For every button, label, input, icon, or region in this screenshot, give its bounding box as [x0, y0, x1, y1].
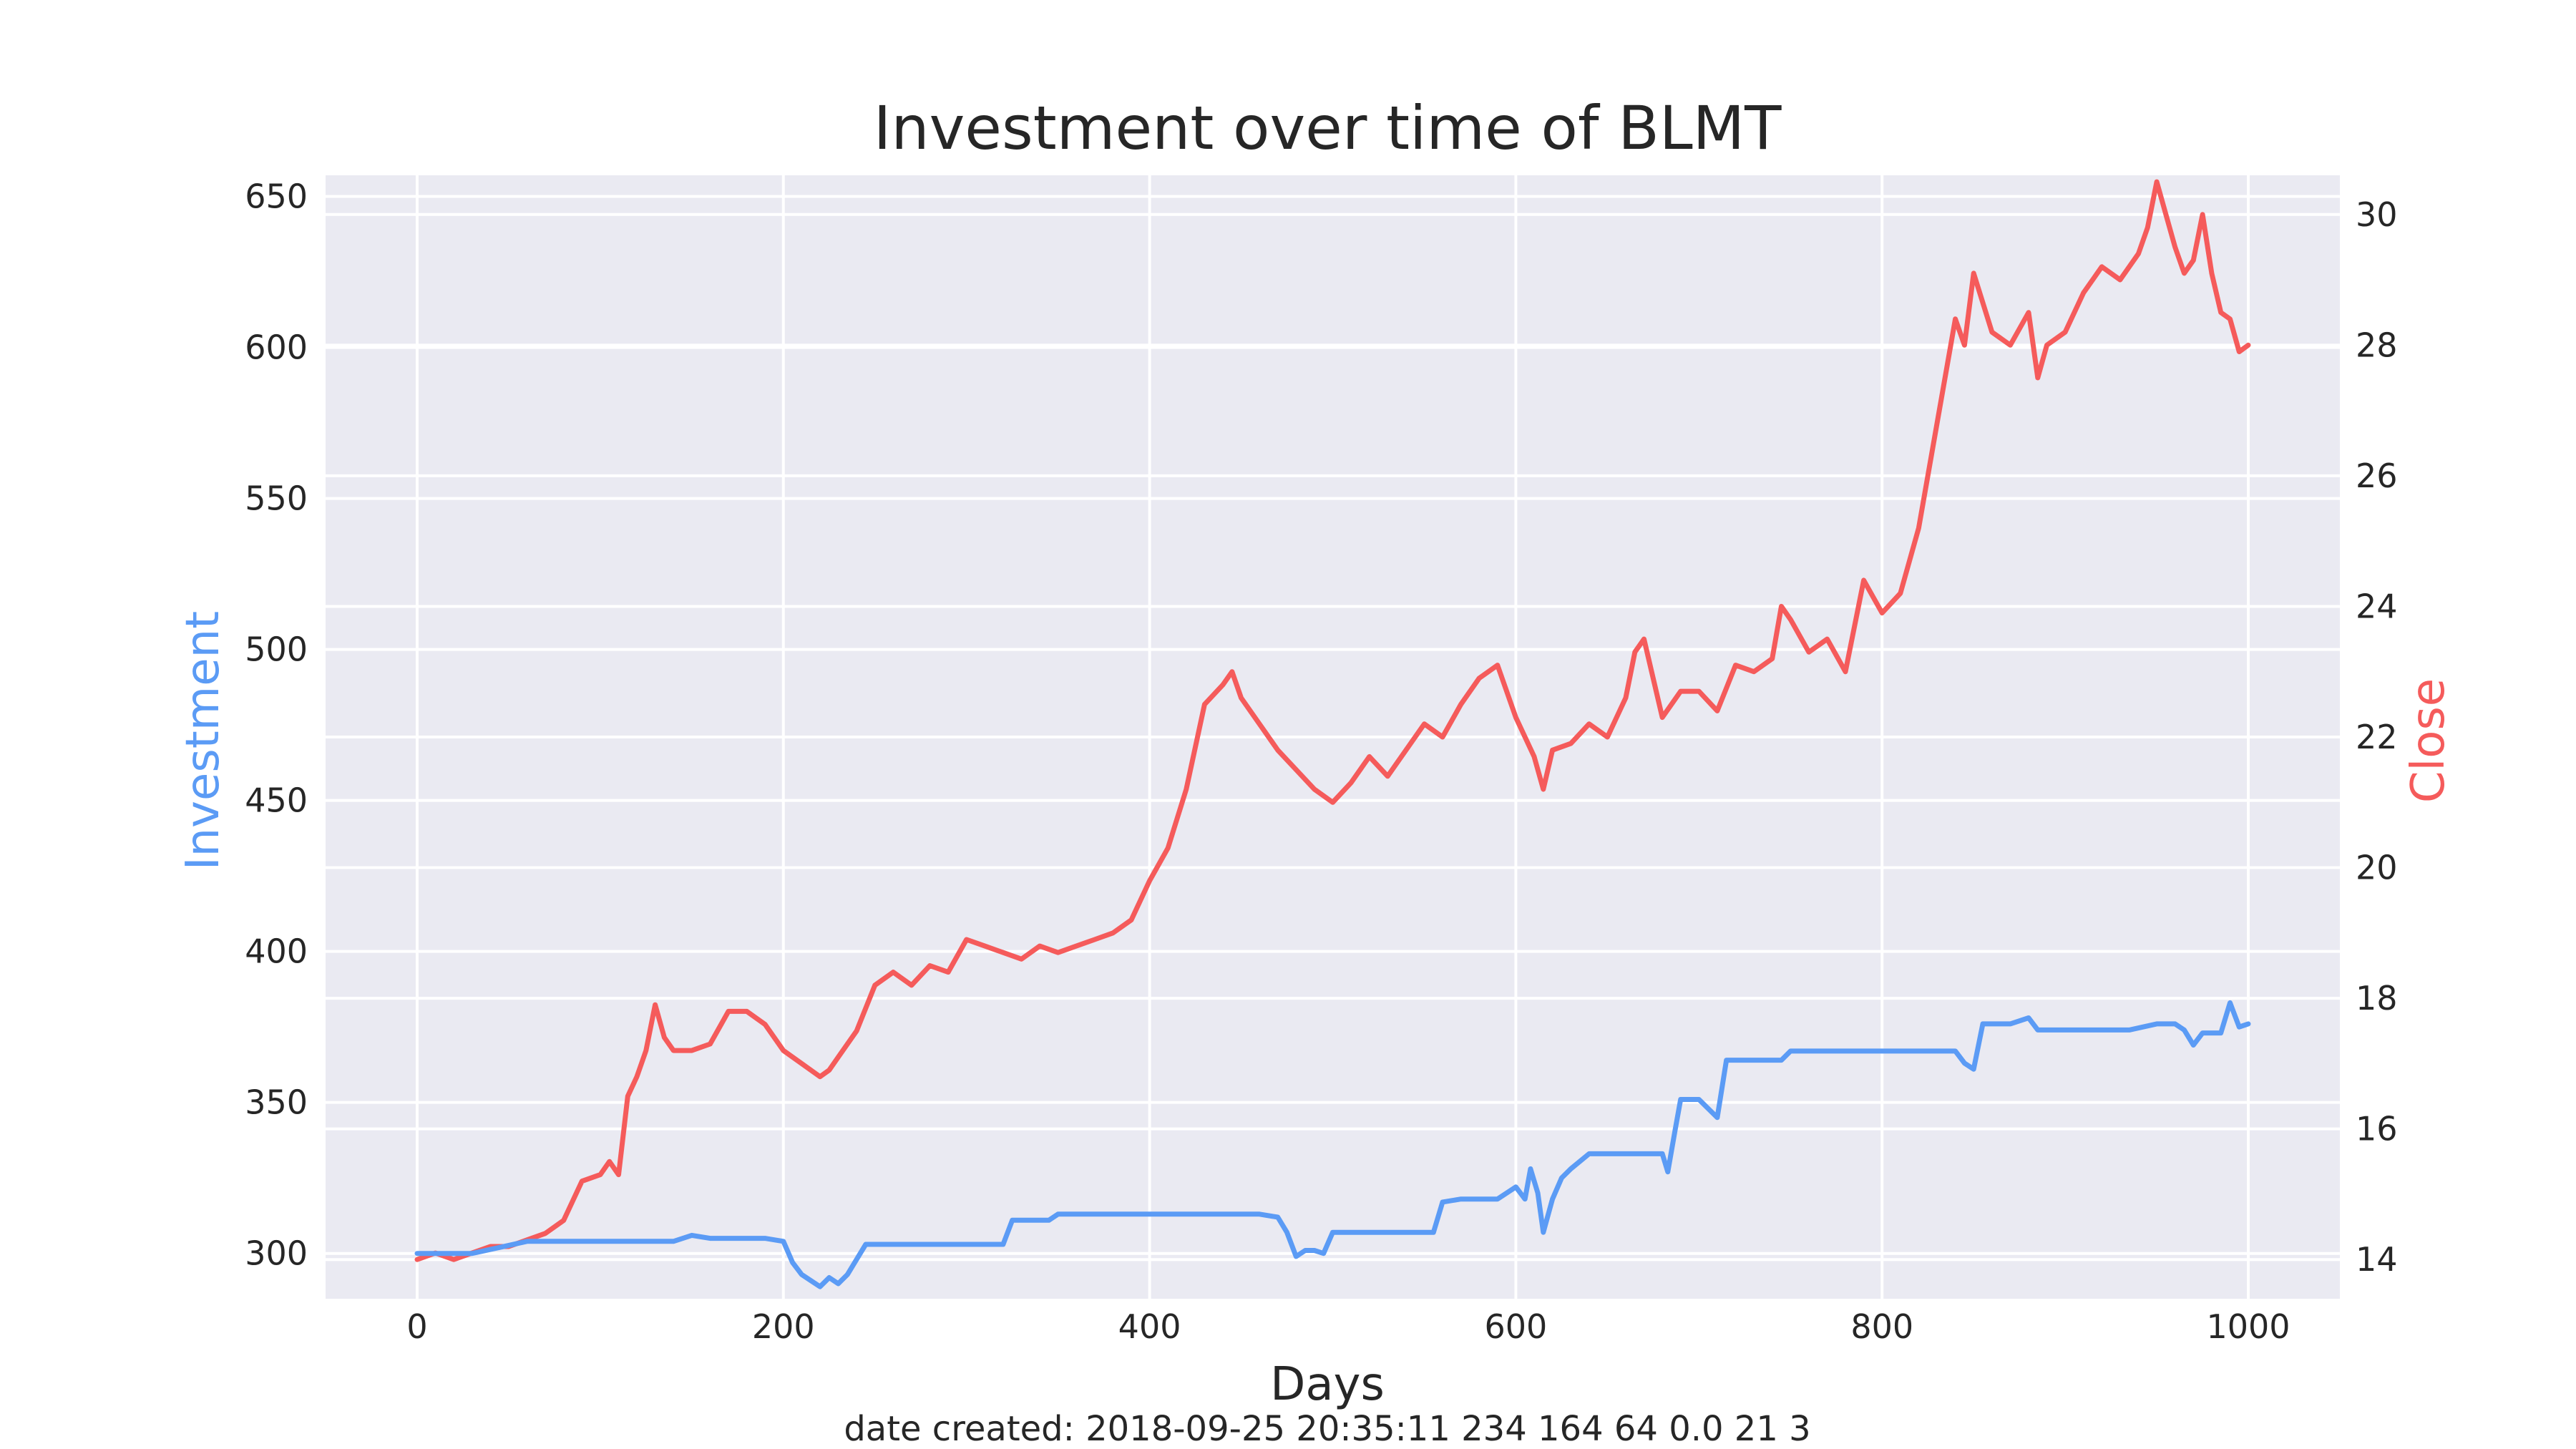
y-left-tick-label: 350 [245, 1083, 308, 1122]
series-line-close [414, 179, 2251, 1262]
x-axis-label: Days [1270, 1358, 1385, 1411]
y-left-tick-label: 400 [245, 932, 308, 971]
y-left-tick-label: 600 [245, 328, 308, 367]
y-left-tick-label: 500 [245, 630, 308, 669]
y-right-tick-label: 22 [2356, 718, 2398, 756]
x-tick-label: 200 [752, 1307, 815, 1346]
y-right-tick-label: 16 [2356, 1110, 2398, 1148]
y-right-tick-label: 26 [2356, 457, 2398, 495]
y-right-tick-labels: 14 16 18 20 22 24 26 28 30 [2356, 195, 2398, 1279]
x-tick-label: 0 [406, 1307, 427, 1346]
x-tick-label: 600 [1485, 1307, 1548, 1346]
y-left-tick-label: 650 [245, 177, 308, 216]
x-tick-label: 400 [1118, 1307, 1181, 1346]
grid-lines [326, 175, 2340, 1299]
x-tick-label: 1000 [2207, 1307, 2290, 1346]
x-tick-labels: 0 200 400 600 800 1000 [406, 1307, 2290, 1346]
y-right-tick-label: 30 [2356, 195, 2398, 234]
footer-text: date created: 2018-09-25 20:35:11 234 16… [844, 1409, 1810, 1449]
y-right-tick-label: 28 [2356, 326, 2398, 364]
y-right-tick-label: 14 [2356, 1240, 2398, 1279]
y-left-tick-labels: 300 350 400 450 500 550 600 650 [245, 177, 308, 1273]
y-right-tick-label: 24 [2356, 587, 2398, 625]
chart-title: Investment over time of BLMT [874, 93, 1782, 163]
y-right-tick-label: 18 [2356, 979, 2398, 1018]
y-left-tick-label: 550 [245, 479, 308, 518]
y-right-tick-label: 20 [2356, 849, 2398, 887]
y-left-axis-label: Investment [177, 611, 230, 871]
y-right-axis-label: Close [2402, 678, 2455, 803]
y-left-tick-label: 450 [245, 781, 308, 820]
y-left-tick-label: 300 [245, 1234, 308, 1273]
x-tick-label: 800 [1850, 1307, 1913, 1346]
series-lines [414, 179, 2251, 1289]
series-line-investment [414, 1000, 2251, 1289]
